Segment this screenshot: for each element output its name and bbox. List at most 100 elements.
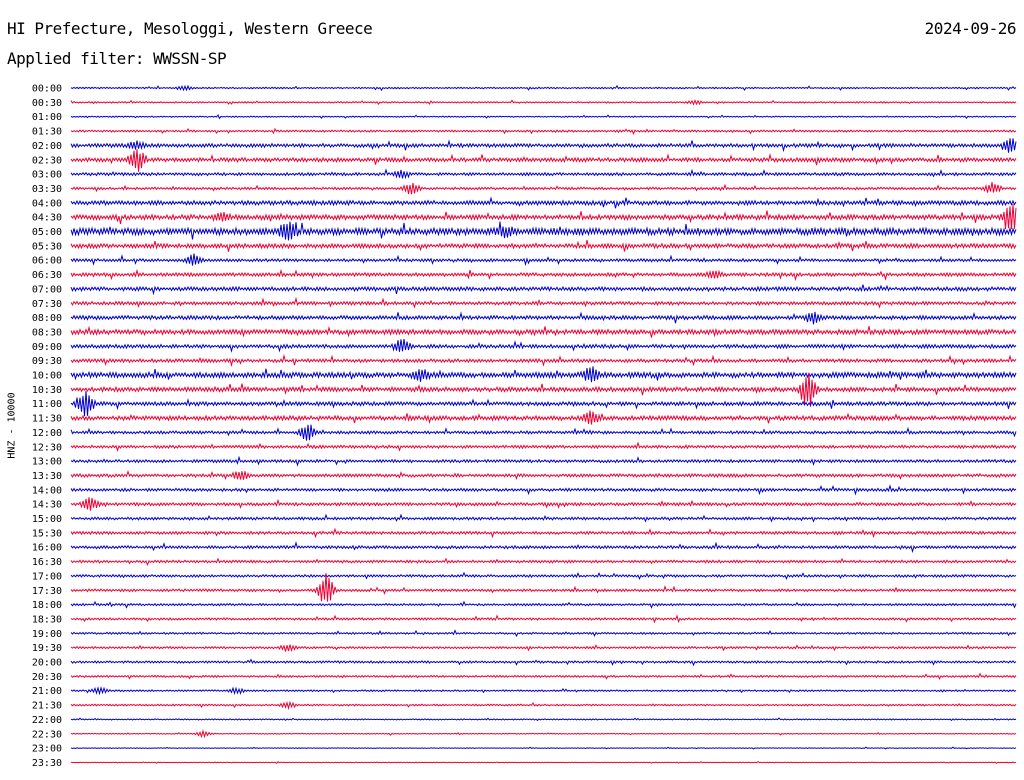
time-tick-label: 20:30: [32, 672, 62, 683]
trace-line: [70, 203, 1017, 230]
time-tick-label: 11:30: [32, 414, 62, 425]
trace-line: [70, 325, 1017, 338]
trace-line: [70, 441, 1017, 452]
time-tick-label: 21:30: [32, 701, 62, 712]
time-tick-label: 08:00: [32, 313, 62, 324]
time-tick-label: 22:00: [32, 715, 62, 726]
time-tick-label: 23:00: [32, 744, 62, 755]
trace-line: [70, 424, 1017, 441]
time-tick-label: 05:30: [32, 241, 62, 252]
record-date: 2024-09-26: [924, 19, 1017, 38]
trace-line: [70, 571, 1017, 581]
time-tick-label: 02:30: [32, 155, 62, 166]
trace-line: [70, 761, 1017, 764]
trace-line: [70, 729, 1017, 739]
trace-line: [70, 353, 1017, 368]
trace-line: [70, 268, 1017, 282]
trace-line: [70, 284, 1017, 296]
time-tick-label: 09:30: [32, 356, 62, 367]
trace-line: [70, 573, 1017, 602]
time-tick-label: 16:30: [32, 557, 62, 568]
trace-line: [70, 99, 1017, 106]
trace-line: [70, 557, 1017, 567]
time-tick-label: 13:00: [32, 457, 62, 468]
time-tick-label: 23:30: [32, 758, 62, 769]
time-tick-label: 03:00: [32, 170, 62, 181]
time-tick-label: 07:00: [32, 284, 62, 295]
time-tick-label: 06:30: [32, 270, 62, 281]
trace-line: [70, 338, 1017, 353]
station-title: HI Prefecture, Mesologgi, Western Greece: [7, 19, 373, 38]
trace-line: [70, 181, 1017, 195]
time-tick-label: 04:30: [32, 213, 62, 224]
trace-line: [70, 527, 1017, 539]
trace-line: [70, 686, 1017, 696]
time-tick-label: 19:00: [32, 629, 62, 640]
trace-line: [70, 311, 1017, 325]
trace-line: [70, 614, 1017, 624]
time-tick-label: 16:00: [32, 543, 62, 554]
filter-label: Applied filter: WWSSN-SP: [7, 49, 227, 68]
trace-line: [70, 127, 1017, 135]
time-tick-label: 17:30: [32, 586, 62, 597]
trace-line: [70, 221, 1017, 241]
trace-line: [70, 168, 1017, 180]
trace-line: [70, 296, 1017, 309]
time-tick-label: 15:30: [32, 528, 62, 539]
trace-line: [70, 373, 1017, 407]
time-tick-label: 13:30: [32, 471, 62, 482]
trace-line: [70, 629, 1017, 638]
trace-line: [70, 541, 1017, 554]
trace-line: [70, 717, 1017, 722]
trace-line: [70, 253, 1017, 267]
trace-line: [70, 644, 1017, 653]
time-tick-label: 21:00: [32, 686, 62, 697]
time-tick-label: 11:00: [32, 399, 62, 410]
trace-line: [70, 455, 1017, 467]
trace-line: [70, 497, 1017, 511]
trace-line: [70, 513, 1017, 523]
time-tick-label: 10:30: [32, 385, 62, 396]
time-tick-label: 00:30: [32, 98, 62, 109]
trace-line: [70, 149, 1017, 172]
time-tick-label: 12:00: [32, 428, 62, 439]
time-tick-label: 18:00: [32, 600, 62, 611]
time-tick-label: 01:30: [32, 127, 62, 138]
time-tick-label: 07:30: [32, 299, 62, 310]
trace-line: [70, 600, 1017, 609]
trace-line: [70, 700, 1017, 711]
time-tick-label: 14:30: [32, 500, 62, 511]
time-tick-label: 01:00: [32, 112, 62, 123]
time-tick-label: 15:00: [32, 514, 62, 525]
trace-line: [70, 410, 1017, 425]
time-tick-label: 10:00: [32, 371, 62, 382]
trace-line: [70, 114, 1017, 120]
time-tick-label: 04:00: [32, 198, 62, 209]
time-tick-label: 12:30: [32, 442, 62, 453]
time-tick-label: 08:30: [32, 327, 62, 338]
time-tick-label: 14:00: [32, 485, 62, 496]
trace-line: [70, 196, 1017, 209]
trace-line: [70, 658, 1017, 667]
time-tick-label: 17:00: [32, 571, 62, 582]
trace-line: [70, 366, 1017, 383]
time-tick-label: 09:00: [32, 342, 62, 353]
time-tick-label: 00:00: [32, 84, 62, 95]
time-tick-label: 22:30: [32, 729, 62, 740]
trace-line: [70, 390, 1017, 417]
trace-line: [70, 239, 1017, 252]
trace-line: [70, 672, 1017, 681]
trace-line: [70, 484, 1017, 496]
time-tick-label: 20:00: [32, 658, 62, 669]
time-tick-label: 03:30: [32, 184, 62, 195]
time-tick-label: 02:00: [32, 141, 62, 152]
trace-line: [70, 84, 1017, 92]
trace-line: [70, 138, 1017, 153]
time-tick-label: 05:00: [32, 227, 62, 238]
time-tick-label: 19:30: [32, 643, 62, 654]
trace-line: [70, 746, 1017, 750]
time-tick-label: 18:30: [32, 614, 62, 625]
time-tick-label: 06:00: [32, 256, 62, 267]
trace-line: [70, 469, 1017, 481]
